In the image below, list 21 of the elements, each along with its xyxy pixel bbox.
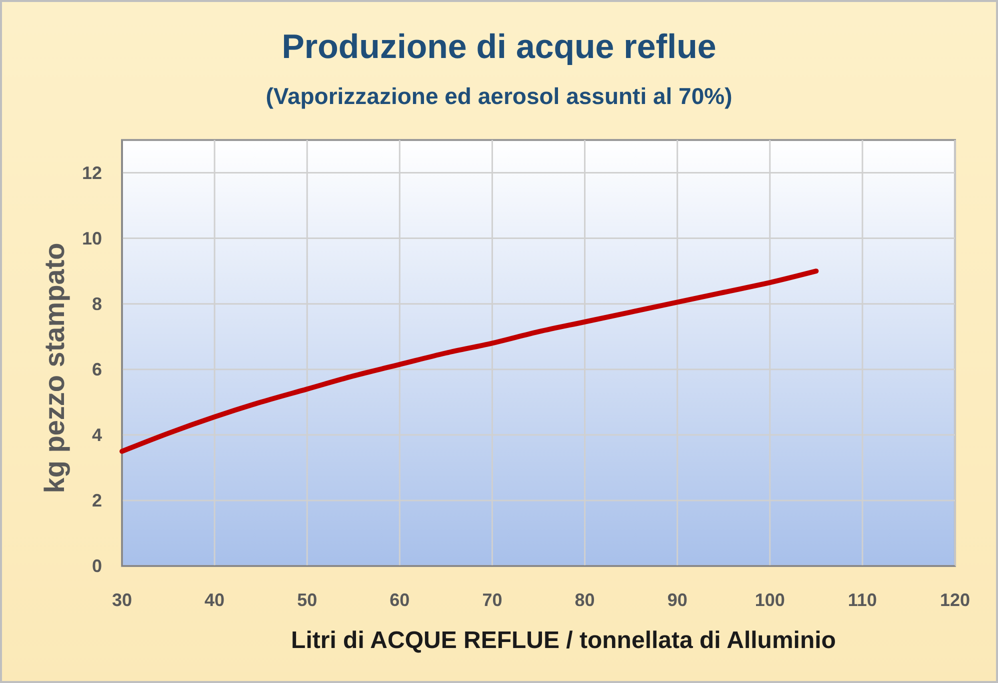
y-tick-label: 6 <box>92 359 102 380</box>
x-axis-title: Litri di ACQUE REFLUE / tonnellata di Alluminio <box>291 627 836 654</box>
x-tick-label: 90 <box>667 590 688 610</box>
x-tick-label: 80 <box>574 590 595 610</box>
y-tick-label: 10 <box>82 228 102 248</box>
x-tick-label: 40 <box>204 590 225 610</box>
chart-subtitle: (Vaporizzazione ed aerosol assunti al 70%) <box>266 83 732 109</box>
x-tick-label: 120 <box>940 590 970 610</box>
x-tick-label: 50 <box>297 590 318 610</box>
y-tick-label: 4 <box>92 424 102 445</box>
x-tick-label: 30 <box>112 590 132 610</box>
x-tick-label: 70 <box>482 590 502 610</box>
x-tick-label: 110 <box>848 590 877 610</box>
y-axis-title: kg pezzo stampato <box>39 242 70 494</box>
y-tick-label: 2 <box>92 490 102 510</box>
chart-title: Produzione di acque reflue <box>282 28 716 66</box>
y-tick-label: 8 <box>92 294 102 314</box>
x-tick-label: 100 <box>754 590 785 610</box>
x-tick-label: 60 <box>390 590 410 610</box>
y-tick-label: 0 <box>92 556 102 576</box>
y-tick-label: 12 <box>82 162 102 183</box>
